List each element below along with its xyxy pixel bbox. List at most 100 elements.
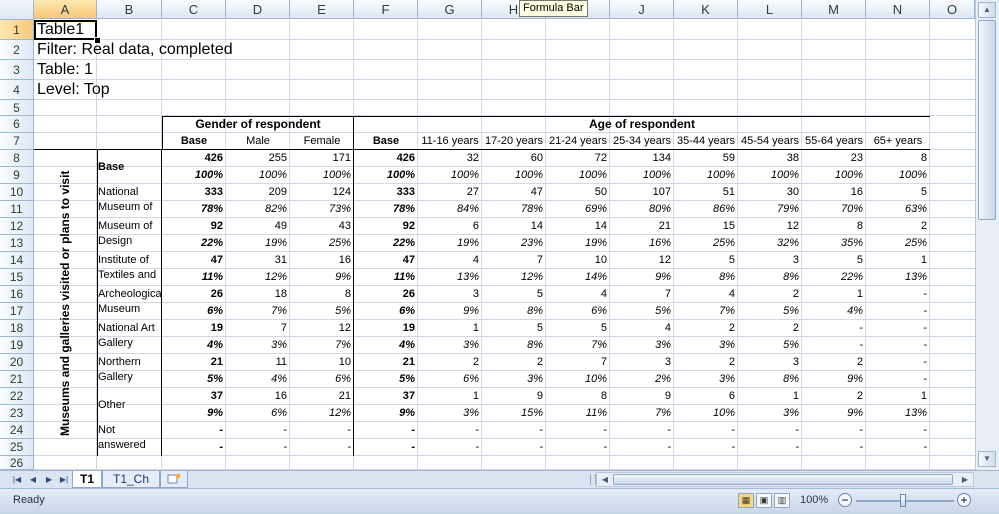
row-header[interactable]: 19 [0,337,34,354]
row-header[interactable]: 2 [0,40,34,60]
worksheet-grid[interactable]: ABCDEFGHIJKLMNO 123456789101112131415161… [0,0,975,470]
zoom-in-icon[interactable]: + [957,493,971,507]
count-cell: 124 [332,186,351,198]
row-header[interactable]: 10 [0,184,34,201]
count-cell: 47 [402,254,415,266]
horizontal-scrollbar[interactable]: ◀ ▶ [596,472,974,487]
count-cell: 5 [536,322,543,334]
first-sheet-icon[interactable]: |◀ [12,475,22,484]
scroll-down-icon[interactable]: ▼ [978,451,996,467]
row-header[interactable]: 22 [0,388,34,405]
row-header[interactable]: 15 [0,269,34,286]
row-header[interactable]: 14 [0,252,34,269]
count-cell: 2 [856,356,863,368]
row-header[interactable]: 18 [0,320,34,337]
column-header[interactable]: K [674,0,738,19]
row-header[interactable]: 26 [0,456,34,470]
zoom-out-icon[interactable]: − [838,493,852,507]
tab-t1-ch[interactable]: T1_Ch [102,471,160,488]
page-layout-icon[interactable]: ▣ [756,493,772,508]
count-cell: 43 [338,220,351,232]
column-header[interactable]: O [930,0,975,19]
subheader: 45-54 years [740,135,800,147]
percent-cell: 19% [264,237,287,249]
active-cell-selection[interactable] [34,20,97,40]
count-cell: 3 [792,356,799,368]
percent-cell: 8% [527,305,543,317]
count-cell: - [475,424,479,436]
horizontal-scroll-thumb[interactable] [613,474,953,485]
count-cell: 9 [536,390,543,402]
row-header[interactable]: 16 [0,286,34,303]
percent-cell: 16% [648,237,671,249]
count-cell: - [603,424,607,436]
row-header[interactable]: 20 [0,354,34,371]
column-header[interactable]: J [610,0,674,19]
row-header[interactable]: 5 [0,100,34,116]
column-header[interactable]: F [354,0,418,19]
column-header[interactable]: C [162,0,226,19]
row-label: Base [98,161,125,173]
row-header[interactable]: 24 [0,422,34,439]
count-cell: - [539,424,543,436]
fill-handle[interactable] [94,37,101,44]
percent-cell: - [795,441,799,453]
percent-cell: 6% [591,305,607,317]
normal-view-icon[interactable]: ▦ [738,493,754,508]
select-all-corner[interactable] [0,0,34,20]
insert-sheet-icon[interactable] [160,471,188,488]
row-header[interactable]: 13 [0,235,34,252]
scroll-up-icon[interactable]: ▲ [978,2,996,18]
column-header[interactable]: E [290,0,354,19]
column-header[interactable]: D [226,0,290,19]
count-cell: 8 [600,390,607,402]
row-header[interactable]: 11 [0,201,34,218]
count-cell: 19 [210,322,223,334]
prev-sheet-icon[interactable]: ◀ [29,475,37,484]
column-header[interactable]: L [738,0,802,19]
row-header[interactable]: 1 [0,20,34,40]
row-header[interactable]: 23 [0,405,34,422]
column-header[interactable]: G [418,0,482,19]
percent-cell: - [667,441,671,453]
percent-cell: 3% [463,339,479,351]
tab-split-handle[interactable] [590,474,596,485]
scroll-left-icon[interactable]: ◀ [601,475,609,484]
row-header[interactable]: 3 [0,60,34,80]
row-header[interactable]: 17 [0,303,34,320]
vertical-scroll-thumb[interactable] [978,20,996,220]
vertical-scrollbar[interactable]: ▲ ▼ [975,0,999,470]
percent-cell: 2% [655,373,671,385]
count-cell: 333 [204,186,223,198]
subheader: 55-64 years [804,135,864,147]
row-label: Museum of Design [98,220,153,247]
last-sheet-icon[interactable]: ▶| [59,475,69,484]
row-header[interactable]: 25 [0,439,34,456]
count-cell: 2 [920,220,927,232]
row-label: National Art Gallery [98,322,155,349]
row-header[interactable]: 8 [0,150,34,167]
count-cell: - [347,424,351,436]
row-header[interactable]: 7 [0,133,34,150]
column-header[interactable]: B [97,0,162,19]
percent-cell: 3% [783,407,799,419]
scroll-right-icon[interactable]: ▶ [961,475,969,484]
page-break-preview-icon[interactable]: ▥ [774,493,790,508]
column-header[interactable]: A [34,0,97,19]
next-sheet-icon[interactable]: ▶ [45,475,53,484]
percent-cell: - [923,441,927,453]
percent-cell: 25% [712,237,735,249]
row-header[interactable]: 21 [0,371,34,388]
column-header[interactable]: M [802,0,866,19]
count-cell: 426 [204,152,223,164]
count-cell: 5 [920,186,927,198]
zoom-slider-thumb[interactable] [900,494,906,507]
row-label: Institute of Textiles and [98,254,157,281]
column-header[interactable]: N [866,0,930,19]
row-header[interactable]: 4 [0,80,34,100]
row-header[interactable]: 9 [0,167,34,184]
row-header[interactable]: 12 [0,218,34,235]
percent-cell: 78% [200,203,223,215]
tab-t1[interactable]: T1 [72,471,102,488]
row-header[interactable]: 6 [0,116,34,133]
